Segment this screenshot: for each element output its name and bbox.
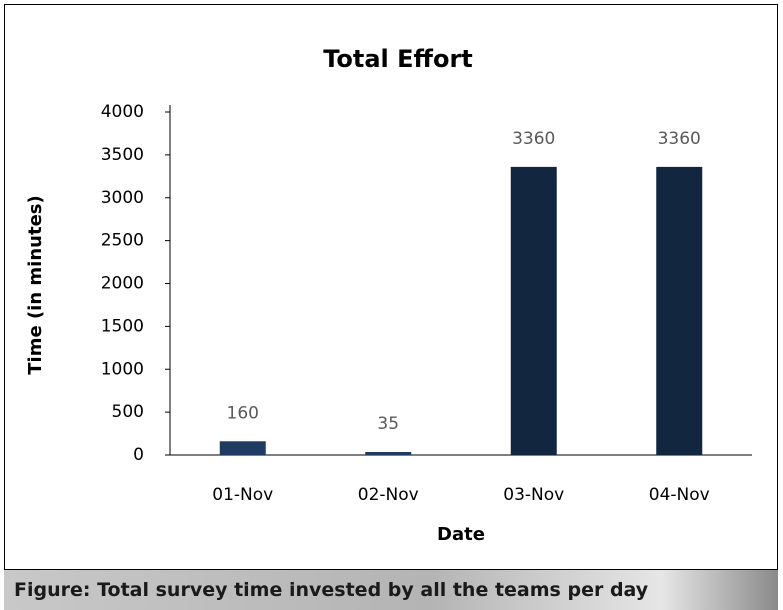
- chart-title: Total Effort: [323, 45, 473, 73]
- y-tick-label: 1500: [101, 316, 144, 336]
- data-label: 35: [377, 414, 399, 434]
- y-axis-label: Time (in minutes): [25, 195, 46, 374]
- bar: [656, 166, 703, 455]
- y-tick-label: 3000: [101, 188, 144, 208]
- y-tick-label: 2500: [101, 231, 144, 251]
- bar: [510, 166, 557, 455]
- x-tick-label: 02-Nov: [358, 485, 419, 505]
- x-tick-label: 01-Nov: [212, 485, 273, 505]
- x-tick-label: 03-Nov: [503, 485, 564, 505]
- data-label: 3360: [512, 129, 555, 149]
- chart: Total Effort Time (in minutes) Date 0 500…: [25, 45, 752, 545]
- x-tick-label: 04-Nov: [649, 485, 710, 505]
- caption: Figure: Total survey time invested by al…: [4, 570, 778, 610]
- y-tick-label: 1000: [101, 359, 144, 379]
- y-tick-label: 0: [133, 445, 144, 465]
- bar: [219, 441, 266, 455]
- data-label: 3360: [658, 129, 701, 149]
- chart-frame: [4, 4, 778, 570]
- bar: [365, 451, 412, 455]
- y-tick-label: 2000: [101, 274, 144, 294]
- x-axis-label: Date: [437, 524, 485, 545]
- y-tick-label: 500: [112, 402, 144, 422]
- y-tick-label: 4000: [101, 102, 144, 122]
- data-label: 160: [227, 403, 259, 423]
- y-tick-label: 3500: [101, 145, 144, 165]
